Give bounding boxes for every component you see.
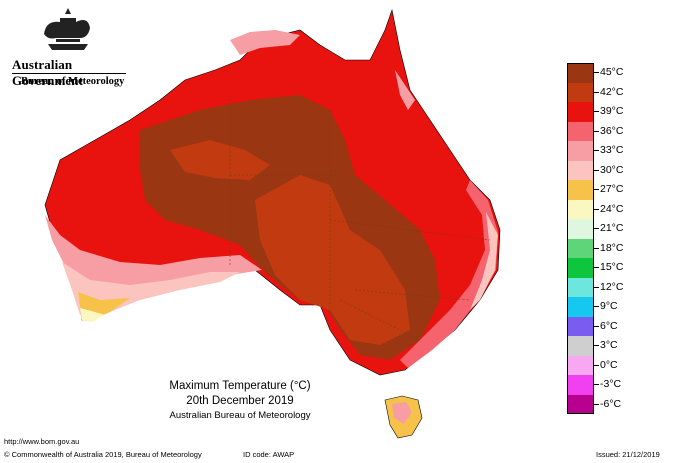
legend-tick <box>594 325 599 327</box>
legend-swatch <box>567 199 594 219</box>
legend-label: -6°C <box>600 397 622 410</box>
legend-label: 6°C <box>600 319 618 332</box>
legend-swatch <box>567 394 594 414</box>
tasmania-warm-patch <box>392 402 412 424</box>
legend-label: 27°C <box>600 183 624 195</box>
legend-row: 36°C <box>567 121 657 141</box>
legend-label: 3°C <box>600 339 618 351</box>
legend-tick <box>594 403 599 405</box>
legend-tick <box>594 364 599 366</box>
legend-label: 18°C <box>600 241 624 254</box>
bureau-title: Bureau of Meteorology <box>21 76 125 87</box>
legend-swatch <box>567 141 594 161</box>
top-end-pink <box>230 30 300 55</box>
legend-tick <box>594 91 599 93</box>
legend-row: 6°C <box>567 316 657 336</box>
legend-row: 24°C <box>567 199 657 219</box>
central-red-patch <box>170 140 270 180</box>
map-caption: Maximum Temperature (°C) 20th December 2… <box>130 380 350 421</box>
legend-row: 18°C <box>567 238 657 258</box>
legend-row: 12°C <box>567 277 657 297</box>
legend-swatch <box>567 297 594 317</box>
legend-tick <box>594 150 599 151</box>
map-title: Maximum Temperature (°C) <box>169 380 311 392</box>
legend-label: 12°C <box>600 280 624 293</box>
legend-label: 39°C <box>600 105 624 117</box>
legend-tick <box>594 384 599 385</box>
legend-row: 30°C <box>567 160 657 180</box>
legend-swatch <box>567 277 594 297</box>
legend-label: -3°C <box>600 378 622 390</box>
government-logo: Australian Government Bureau of Meteorol… <box>0 0 140 96</box>
east-coast-pink-strip <box>400 180 498 368</box>
legend-swatch <box>567 63 594 83</box>
footer-copyright: © Commonwealth of Australia 2019, Bureau… <box>4 450 202 459</box>
map-date: 20th December 2019 <box>186 395 294 407</box>
coat-of-arms-icon <box>44 8 90 50</box>
legend-label: 9°C <box>600 300 618 312</box>
legend-row: 33°C <box>567 141 657 161</box>
legend-swatch <box>567 316 594 336</box>
legend-swatch <box>567 82 594 102</box>
footer-id-code: ID code: AWAP <box>243 450 295 459</box>
legend-swatch <box>567 258 594 278</box>
legend-swatch <box>567 336 594 356</box>
legend-tick <box>594 345 599 346</box>
legend-label: 0°C <box>600 358 618 371</box>
government-title: Australian Government <box>12 57 84 88</box>
legend-label: 24°C <box>600 202 624 215</box>
legend-tick <box>594 130 599 132</box>
legend-label: 45°C <box>600 66 624 78</box>
temperature-legend: 45°C 42°C 39°C 36°C 33°C 30°C 27°C 24°C 21°C 18°C… <box>567 63 657 414</box>
state-borders <box>229 95 491 341</box>
footer-issued: Issued: 21/12/2019 <box>596 450 660 459</box>
east-coast-light-strip <box>470 212 498 310</box>
cape-york-pink <box>395 70 415 110</box>
legend-swatch <box>567 160 594 180</box>
legend-tick <box>594 286 599 288</box>
legend-row: 42°C <box>567 82 657 102</box>
legend-tick <box>594 169 599 171</box>
legend-row: 3°C <box>567 336 657 356</box>
australia-temperature-map <box>44 8 501 439</box>
legend-row: 39°C <box>567 102 657 122</box>
legend-swatch <box>567 180 594 200</box>
sw-yellow-band <box>80 308 105 322</box>
legend-swatch <box>567 121 594 141</box>
legend-tick <box>594 111 599 112</box>
legend-row: 9°C <box>567 297 657 317</box>
legend-row: -6°C <box>567 394 657 414</box>
legend-swatch <box>567 238 594 258</box>
legend-row: 0°C <box>567 355 657 375</box>
legend-label: 30°C <box>600 163 624 176</box>
legend-row: 27°C <box>567 180 657 200</box>
legend-tick <box>594 208 599 210</box>
legend-tick <box>594 267 599 268</box>
legend-tick <box>594 189 599 190</box>
legend-label: 36°C <box>600 124 624 137</box>
legend-swatch <box>567 219 594 239</box>
legend-tick <box>594 72 599 73</box>
legend-swatch <box>567 375 594 395</box>
legend-row: -3°C <box>567 375 657 395</box>
legend-tick <box>594 247 599 249</box>
logo-divider <box>12 73 126 74</box>
legend-row: 15°C <box>567 258 657 278</box>
legend-label: 21°C <box>600 222 624 234</box>
legend-label: 33°C <box>600 144 624 156</box>
legend-label: 42°C <box>600 85 624 98</box>
legend-tick <box>594 306 599 307</box>
legend-swatch <box>567 102 594 122</box>
legend-row: 21°C <box>567 219 657 239</box>
map-source: Australian Bureau of Meteorology <box>169 410 311 421</box>
legend-swatch <box>567 355 594 375</box>
legend-tick <box>594 228 599 229</box>
legend-row: 45°C <box>567 63 657 83</box>
legend-label: 15°C <box>600 261 624 273</box>
interior-hottest-core <box>255 175 410 345</box>
footer-url[interactable]: http://www.bom.gov.au <box>4 437 80 446</box>
